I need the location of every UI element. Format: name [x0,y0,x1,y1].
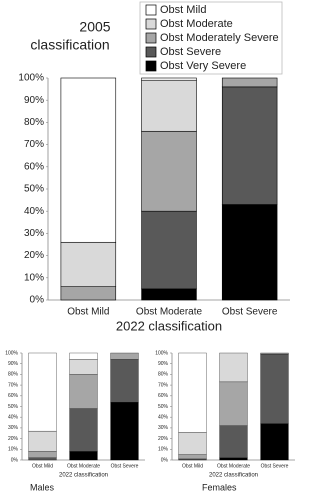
y-tick-label: 20% [8,436,19,442]
bar-segment [69,374,98,409]
y-tick-label: 100% [18,73,44,84]
bar-segment [141,79,197,132]
bar-segment [221,204,278,301]
y-tick-label: 100% [155,350,168,356]
bar-segment [178,432,207,455]
bar-segment [141,77,197,81]
bar-segment [219,381,248,426]
bar-segment [260,423,289,461]
x-tick-label: Obst Severe [222,307,278,318]
bar-segment [110,402,139,461]
y-tick-label: 40% [8,415,19,421]
y-tick-label: 90% [24,95,44,106]
bar-segment [178,458,207,461]
y-tick-label: 40% [24,206,44,217]
bar-segment [69,408,98,452]
legend-title: classification [30,37,109,53]
y-tick-label: 30% [158,425,169,431]
y-tick-label: 90% [8,361,19,367]
y-tick-label: 30% [8,425,19,431]
legend-swatch [145,32,157,44]
caption: Males [30,482,55,492]
bar-segment [28,352,57,432]
y-tick-label: 80% [158,372,169,378]
x-tick-label: Obst Severe [261,463,289,469]
x-axis-title: 2022 classification [209,473,258,479]
x-axis-title: 2022 classification [59,473,108,479]
bar-segment [110,359,139,403]
bar-segment [60,77,117,243]
legend-swatch [145,60,157,72]
x-tick-label: Obst Mild [182,463,203,469]
bar-segment [60,286,117,301]
bar-segment [260,352,289,355]
x-tick-label: Obst Mild [67,307,109,318]
y-tick-label: 0% [30,295,45,306]
bar-segment [219,457,248,461]
y-tick-label: 70% [158,382,169,388]
x-axis-title: 2022 classification [116,318,222,333]
y-tick-label: 70% [24,139,44,150]
bar-segment [178,352,207,433]
y-tick-label: 50% [158,404,169,410]
y-tick-label: 90% [158,361,169,367]
legend-label: Obst Moderate [160,18,233,30]
bar-segment [60,241,117,287]
x-tick-label: Obst Severe [111,463,139,469]
y-tick-label: 60% [24,161,44,172]
y-tick-label: 50% [8,404,19,410]
y-tick-label: 20% [24,250,44,261]
legend-box [139,1,283,75]
legend-label: Obst Very Severe [160,60,246,72]
x-tick-label: Obst Moderate [67,463,100,469]
caption: Females [202,482,237,492]
bar-segment [221,77,278,88]
bar-segment [141,130,197,212]
y-tick-label: 10% [158,447,169,453]
bar-segment [221,86,278,205]
figure: 0% 10% 20% 30% 40% 50% 60% 70% 80% 90% 100% Obst Mi… [5,1,295,492]
bar-segment [219,425,248,459]
legend-label: Obst Moderately Severe [160,32,279,44]
bar-segment [260,353,289,424]
bar-segment [28,430,57,452]
bar-segment [141,210,197,290]
bar-segment [110,352,139,360]
bar-segment [28,457,57,461]
y-tick-label: 30% [24,228,44,239]
x-tick-label: Obst Moderate [136,307,203,318]
legend-label: Obst Mild [160,4,206,16]
legend-swatch [145,4,157,16]
y-tick-label: 20% [158,436,169,442]
legend-title: 2005 [79,19,110,35]
y-tick-label: 50% [24,184,44,195]
bar-segment [141,288,197,301]
y-tick-label: 0% [11,457,19,463]
y-tick-label: 10% [8,447,19,453]
y-tick-label: 80% [8,372,19,378]
y-tick-label: 0% [161,457,169,463]
y-tick-label: 80% [24,117,44,128]
y-tick-label: 60% [158,393,169,399]
bar-segment [178,454,207,460]
legend-swatch [145,46,157,58]
bar-segment [28,451,57,459]
bar-segment [69,451,98,461]
bar-segment [69,359,98,375]
y-tick-label: 60% [8,393,19,399]
y-tick-label: 70% [8,382,19,388]
y-tick-label: 10% [24,272,44,283]
x-tick-label: Obst Mild [32,463,53,469]
legend-label: Obst Severe [160,46,221,58]
legend-swatch [145,18,157,30]
y-tick-label: 40% [158,415,169,421]
bar-segment [219,352,248,383]
bar-segment [69,352,98,360]
x-tick-label: Obst Moderate [217,463,250,469]
y-tick-label: 100% [5,350,18,356]
